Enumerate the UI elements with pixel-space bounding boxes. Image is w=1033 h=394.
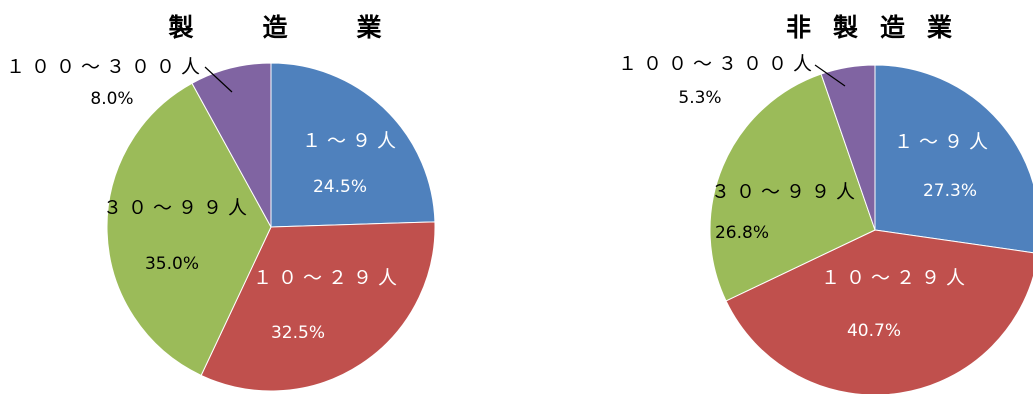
pie-slice-30-99	[106, 82, 272, 377]
slice-label-1-9: １～９人	[302, 130, 402, 152]
leader-line-100-300	[814, 64, 846, 87]
slice-label-10-29: １０～２９人	[821, 267, 971, 289]
pie-slice-1-9	[874, 64, 1033, 254]
pie-manufacturing: １～９人 24.5% １０～２９人 32.5% ３０～９９人 35.0% １００～３００人 8…	[6, 56, 436, 392]
slice-value-30-99: 26.8%	[715, 223, 769, 243]
leader-line-100-300	[204, 66, 233, 93]
pie-slice-1-9	[270, 62, 436, 228]
slice-value-10-29: 32.5%	[271, 323, 325, 343]
chart-title-non-manufacturing: 非製造業	[786, 13, 974, 42]
slice-label-30-99: ３０～９９人	[103, 197, 253, 219]
slice-label-10-29: １０～２９人	[253, 267, 403, 289]
slice-value-1-9: 24.5%	[313, 177, 367, 197]
slice-value-1-9: 27.3%	[923, 181, 977, 201]
slice-value-100-300: 8.0%	[90, 89, 133, 109]
pie-slice-10-29	[200, 221, 436, 392]
slice-label-100-300: １００～３００人	[618, 53, 818, 75]
pie-non-manufacturing: １～９人 27.3% １０～２９人 40.7% ３０～９９人 26.8% １００～３００人 5…	[618, 53, 1033, 394]
pie-slice-30-99	[709, 73, 876, 302]
slice-value-30-99: 35.0%	[145, 254, 199, 274]
slice-label-30-99: ３０～９９人	[711, 181, 861, 203]
pie-slice-100-300	[820, 64, 876, 231]
slice-value-10-29: 40.7%	[847, 321, 901, 341]
slice-value-100-300: 5.3%	[678, 88, 721, 108]
slice-label-1-9: １～９人	[894, 131, 994, 153]
slice-label-100-300: １００～３００人	[6, 56, 206, 78]
chart-title-manufacturing: 製 造 業	[167, 13, 403, 42]
pie-slice-10-29	[725, 229, 1033, 394]
pie-slice-100-300	[191, 62, 272, 228]
